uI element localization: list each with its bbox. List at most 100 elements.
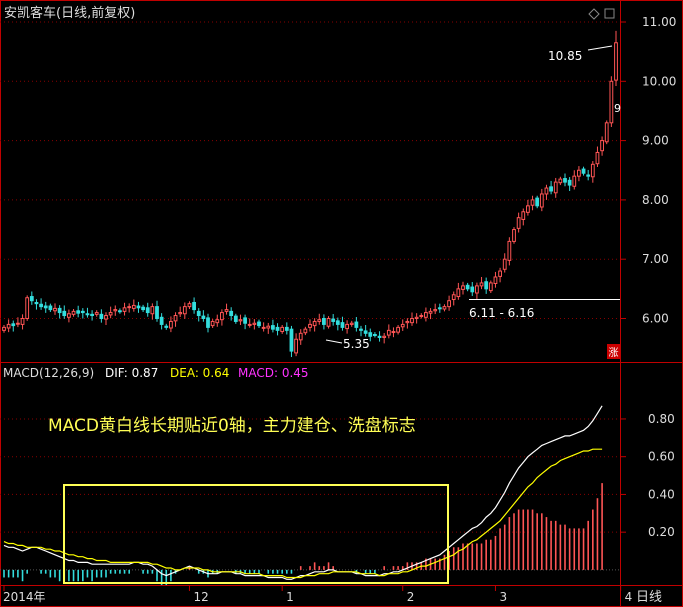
candle [2, 325, 6, 333]
macd-value-label: MACD: 0.45 [238, 366, 309, 380]
price-tick-label: 10.00 [642, 74, 676, 88]
period-daily-button[interactable]: 日线 [636, 590, 662, 605]
candle [233, 313, 238, 324]
candle [71, 309, 76, 317]
candle [127, 303, 132, 313]
candle [488, 280, 493, 293]
price-tick-label: 9.00 [642, 134, 669, 148]
square-icon[interactable] [604, 8, 615, 19]
candle [526, 199, 530, 216]
candle [359, 325, 363, 337]
low-price-label: 5.35 [343, 337, 370, 351]
candle [502, 253, 507, 273]
candle [363, 325, 368, 337]
candle [345, 320, 349, 334]
candle [99, 309, 104, 323]
candle [498, 267, 502, 283]
candle [169, 316, 173, 333]
x-tick-label: 3 [499, 590, 507, 604]
candle [354, 317, 359, 332]
candle [447, 295, 451, 311]
axis-ticks: 6.00 7.00 8.00 9.00 10.00 11.00 0.20 0.40 0.60 0.… [3, 15, 676, 604]
candle [437, 303, 442, 313]
candle [298, 329, 303, 345]
candle [173, 312, 178, 327]
candle [164, 323, 169, 330]
candle [507, 237, 512, 266]
candle [252, 319, 257, 330]
candle [178, 306, 183, 318]
candle [558, 176, 563, 186]
candle [266, 322, 271, 334]
candle [595, 146, 600, 167]
candle [303, 326, 308, 336]
candle [90, 310, 94, 321]
candle [215, 314, 220, 327]
high-price-label: 10.85 [548, 49, 582, 63]
candle [451, 291, 456, 306]
candle [257, 319, 261, 328]
candle [159, 313, 164, 330]
candle [11, 320, 16, 332]
candle [544, 184, 549, 200]
candle [192, 297, 196, 314]
candlestick-series [2, 30, 618, 358]
price-tick-label: 6.00 [642, 311, 669, 325]
candle [567, 177, 572, 191]
limit-up-badge: 涨 [609, 347, 619, 359]
candle [609, 76, 614, 127]
candle [275, 323, 280, 336]
candle [386, 324, 391, 339]
candle [196, 308, 201, 322]
candle [220, 309, 224, 326]
candle [539, 188, 544, 212]
candle [85, 307, 90, 318]
candle [29, 291, 34, 305]
candle [456, 282, 461, 300]
candle [484, 277, 489, 294]
candle [530, 195, 535, 211]
macd-histogram [3, 483, 603, 585]
macd-tick-label: 0.40 [648, 487, 675, 501]
candle [261, 322, 266, 332]
candle [419, 313, 424, 319]
candle [271, 319, 275, 333]
candle [136, 301, 141, 313]
macd-tick-label: 0.80 [648, 412, 675, 426]
candle [326, 316, 331, 329]
candle [20, 314, 25, 330]
x-tick-label: 4 [625, 590, 633, 604]
candle [150, 303, 155, 320]
candle [131, 299, 136, 312]
candle [182, 302, 187, 319]
limit-up-badge-bg [607, 344, 620, 359]
candle [25, 295, 30, 321]
candle [475, 282, 479, 299]
candle [317, 313, 322, 325]
candle [442, 304, 447, 312]
candle [322, 314, 326, 330]
candle [6, 319, 11, 333]
candle [400, 319, 405, 331]
candle [224, 303, 229, 315]
diamond-icon[interactable] [588, 8, 600, 20]
low-price-arrow [325, 339, 343, 344]
candle [238, 314, 243, 326]
candle [410, 312, 414, 326]
candle [53, 303, 57, 315]
highlight-box [63, 484, 449, 584]
candle [516, 212, 521, 233]
candle [104, 312, 108, 326]
macd-annotation: MACD黄白线长期贴近0轴，主力建仓、洗盘标志 [48, 416, 416, 436]
candle [405, 318, 410, 329]
candle [312, 318, 317, 332]
chart-title: 安凯客车(日线,前复权) [4, 5, 135, 21]
candle [604, 120, 609, 145]
dif-label: DIF: 0.87 [105, 366, 158, 380]
candle [590, 161, 595, 183]
candle [294, 333, 298, 357]
candle [187, 301, 192, 310]
candle [572, 170, 577, 190]
